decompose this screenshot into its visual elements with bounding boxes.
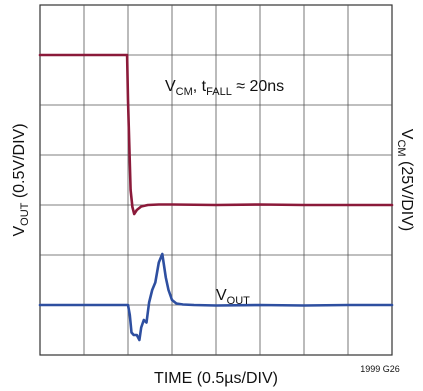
annotation-text: V	[216, 287, 227, 304]
figure-id: 1999 G26	[360, 364, 400, 374]
y-axis-label-right: VCM (25V/DIV)	[395, 129, 415, 231]
series-line-vout	[38, 252, 394, 342]
annotation-vout: VOUT	[216, 287, 250, 307]
x-axis-label: TIME (0.5µs/DIV)	[154, 370, 278, 387]
series-line-vcm	[38, 53, 394, 216]
annotation-subscript: OUT	[227, 295, 251, 307]
series-group	[38, 53, 394, 342]
y-axis-label-left: VOUT (0.5V/DIV)	[11, 123, 31, 236]
annotation-vcm: VCM, tFALL ≈ 20ns	[165, 78, 284, 98]
annotation-text: V	[165, 78, 176, 95]
annotation-text: , t	[193, 78, 207, 95]
annotation-text: ≈ 20ns	[232, 78, 284, 95]
annotation-subscript: CM	[176, 86, 193, 98]
annotation-subscript: FALL	[206, 86, 232, 98]
